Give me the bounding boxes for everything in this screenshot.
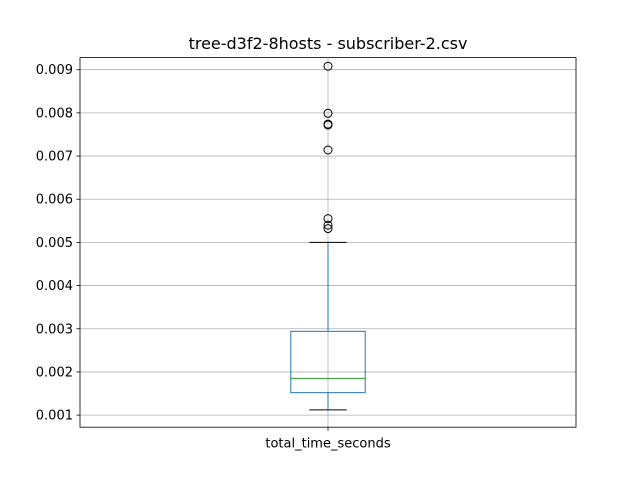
y-tick-label: 0.004	[36, 279, 73, 294]
outlier-point	[323, 214, 333, 224]
y-tick-label: 0.008	[36, 106, 73, 121]
outlier-point	[323, 224, 333, 234]
y-tick-label: 0.009	[36, 63, 73, 78]
y-tick-label: 0.003	[36, 322, 73, 337]
chart-title: tree-d3f2-8hosts - subscriber-2.csv	[189, 34, 468, 53]
outlier-point	[323, 108, 333, 118]
axis-ticks: 0.001 0.002 0.003 0.004 0.005 0.006 0.007 0.008…	[36, 63, 391, 452]
outlier-point	[323, 220, 333, 230]
y-tick-label: 0.002	[36, 365, 73, 380]
y-tick-label: 0.006	[36, 193, 73, 208]
x-tick-label: total_time_seconds	[265, 437, 390, 452]
plot-area	[290, 61, 366, 411]
y-tick-label: 0.001	[36, 409, 73, 424]
y-tick-label: 0.007	[36, 150, 73, 165]
outlier-point	[323, 119, 333, 129]
iqr-box	[290, 330, 366, 394]
outlier-point	[323, 61, 333, 71]
y-tick-label: 0.005	[36, 236, 73, 251]
outlier-point	[323, 145, 333, 155]
